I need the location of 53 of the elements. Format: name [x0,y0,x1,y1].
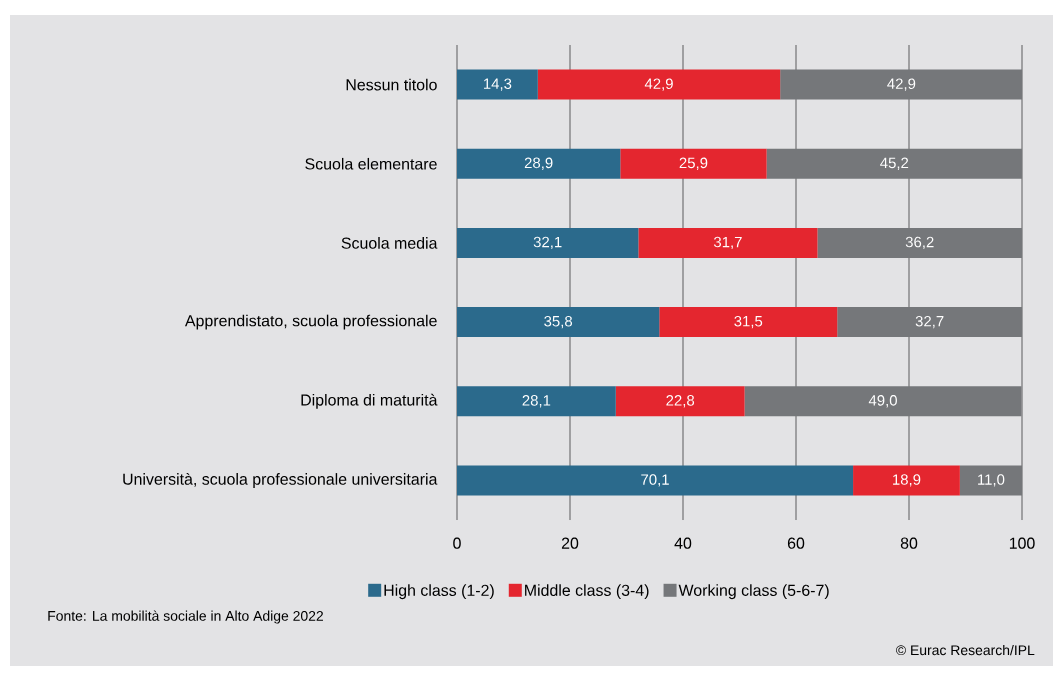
bar [817,227,1023,258]
data-label: 18,9 [893,474,921,487]
bar [638,227,818,258]
data-label: 32,7 [915,315,944,329]
y-tick-label: Università, scuola professionale universitaria [123,472,438,488]
legend-label: High class (1-2) [384,584,494,600]
bar [457,465,854,496]
y-tick-label: Nessun titolo [346,78,437,91]
x-tick-label: 100 [1009,537,1035,549]
data-label: 22,8 [666,395,695,408]
bar [837,307,1023,338]
bar [766,148,1023,179]
x-tick-label: 60 [787,537,805,549]
y-tick-label: Diploma di maturità [301,393,438,409]
bar [457,307,660,338]
data-label: 32,1 [533,236,562,250]
legend-label: Middle class (3-4) [525,584,649,600]
legend-label: Working class (5-6-7) [678,584,829,600]
bar [457,148,621,179]
bar [620,148,767,179]
data-label: 45,2 [880,157,909,170]
bar [615,386,745,417]
bar [457,227,639,258]
text: © Eurac Research/IPL [896,644,1035,656]
bar [659,307,838,338]
data-label: 28,9 [524,157,553,170]
bar [853,465,960,496]
bar [959,465,1023,496]
source-note: Fonte: La mobilità sociale in Alto Adige 2022 [48,610,323,624]
y-tick-label: Scuola media [341,237,438,249]
data-label: 42,9 [887,78,916,91]
bar [744,386,1022,417]
x-tick-label: 80 [900,537,918,549]
data-label: 31,7 [713,236,742,250]
y-tick-label: Scuola elementare [305,157,437,170]
y-tick-label: Apprendistato, scuola professionale [184,314,437,330]
data-label: 49,0 [868,395,897,408]
bar [780,69,1023,100]
data-label: 28,1 [522,395,551,408]
bar [537,69,781,100]
x-tick-label: 20 [561,537,579,549]
data-label: 31,5 [734,315,763,329]
data-label: 14,3 [484,78,512,91]
bar [457,386,616,417]
x-tick-label: 0 [453,537,461,549]
data-label: 70,1 [641,474,669,487]
bar [457,69,538,100]
x-tick-label: 40 [674,537,692,549]
data-label: 11,0 [978,474,1005,487]
data-label: 35,8 [544,315,573,329]
data-label: 42,9 [644,78,673,91]
data-label: 25,9 [679,157,708,170]
data-label: 36,2 [905,236,934,250]
